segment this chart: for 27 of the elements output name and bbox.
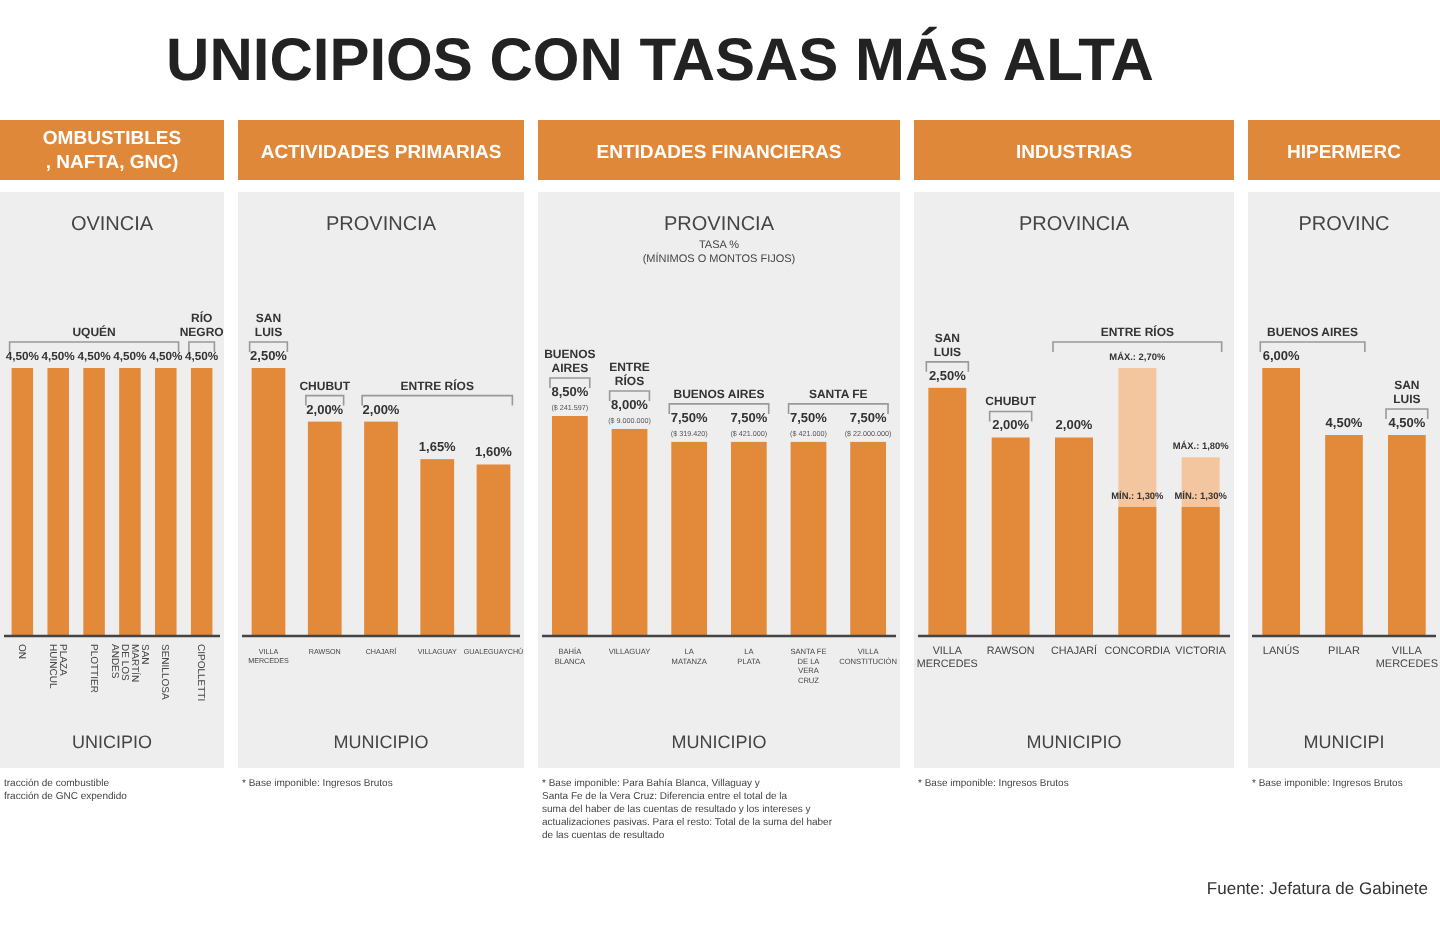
- source-note: Fuente: Jefatura de Gabinete: [1206, 878, 1429, 898]
- x-axis-title: MUNICIPIO: [1026, 732, 1122, 752]
- chart-title: HIPERMERC: [1286, 142, 1402, 164]
- x-axis-title: UNICIPIO: [71, 732, 153, 752]
- chart-subtitle: OVINCIA: [70, 214, 154, 236]
- chart-subtitle: PROVINC: [1298, 214, 1390, 236]
- chart-title: INDUSTRIAS: [1015, 142, 1133, 164]
- chart-subtitle: PROVINCIA: [1018, 214, 1130, 236]
- chart-subtitle: PROVINCIA: [325, 214, 437, 236]
- bar: [1118, 506, 1157, 636]
- x-axis-title: MUNICIPIO: [333, 732, 429, 752]
- chart-title: OMBUSTIBLES , NAFTA, GNC): [42, 128, 182, 174]
- x-axis-title: MUNICIPIO: [671, 732, 767, 752]
- bar: [307, 421, 342, 636]
- bar: [928, 387, 967, 636]
- chart-title: ACTIVIDADES PRIMARIAS: [260, 142, 502, 164]
- chart-subtitle: PROVINCIA TASA % (MÍNIMOS O MONTOS FIJOS): [642, 214, 796, 266]
- x-axis-title: MUNICIPI: [1303, 732, 1385, 752]
- bar: [364, 421, 398, 636]
- text: UNICIPIOS CON TASAS MÁS ALTA: [166, 26, 1154, 94]
- bar: [991, 437, 1030, 636]
- chart-title: ENTIDADES FINANCIERAS: [596, 142, 842, 164]
- bar: [1181, 506, 1220, 636]
- bar: [1055, 437, 1093, 636]
- bar: [420, 459, 455, 636]
- bar: [476, 464, 511, 636]
- bar: [251, 368, 286, 636]
